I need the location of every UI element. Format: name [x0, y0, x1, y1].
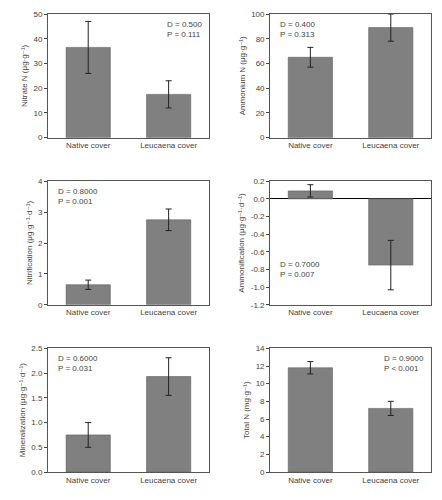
svg-text:20: 20 — [256, 109, 265, 118]
svg-text:30: 30 — [33, 59, 42, 68]
svg-text:40: 40 — [256, 84, 265, 93]
svg-text:D = 0.8000P = 0.001: D = 0.8000P = 0.001 — [58, 187, 98, 206]
svg-text:Leucaena cover: Leucaena cover — [362, 476, 419, 485]
svg-text:-0.4: -0.4 — [251, 230, 265, 239]
svg-text:Leucaena cover: Leucaena cover — [362, 141, 419, 150]
svg-text:D = 0.400P = 0.313: D = 0.400P = 0.313 — [280, 20, 315, 39]
svg-text:0: 0 — [260, 133, 265, 142]
svg-text:100: 100 — [251, 10, 265, 19]
svg-text:0: 0 — [38, 301, 43, 310]
svg-text:2.5: 2.5 — [31, 344, 43, 353]
svg-text:D = 0.6000P = 0.031: D = 0.6000P = 0.031 — [58, 354, 98, 373]
svg-text:10: 10 — [33, 109, 42, 118]
svg-text:Leucaena cover: Leucaena cover — [140, 141, 197, 150]
svg-text:0.5: 0.5 — [31, 443, 43, 452]
svg-text:D = 0.500P = 0.111: D = 0.500P = 0.111 — [167, 20, 202, 39]
svg-text:Ammonium N (μg·g⁻¹): Ammonium N (μg·g⁻¹) — [238, 36, 247, 115]
svg-text:D = 0.7000P = 0.007: D = 0.7000P = 0.007 — [280, 260, 320, 279]
svg-text:0.0: 0.0 — [253, 195, 265, 204]
svg-text:0.0: 0.0 — [31, 468, 43, 477]
svg-text:Nitrification (μg·g⁻¹·d⁻¹): Nitrification (μg·g⁻¹·d⁻¹) — [25, 201, 34, 286]
svg-text:6: 6 — [260, 415, 265, 424]
svg-text:Ammonification (μg·g⁻¹·d⁻¹): Ammonification (μg·g⁻¹·d⁻¹) — [237, 193, 246, 293]
svg-text:Mineralization (μg·g⁻¹·d⁻¹): Mineralization (μg·g⁻¹·d⁻¹) — [18, 363, 27, 457]
svg-text:8: 8 — [260, 397, 265, 406]
svg-text:10: 10 — [256, 379, 265, 388]
svg-text:4: 4 — [38, 177, 43, 186]
svg-text:Leucaena cover: Leucaena cover — [140, 476, 197, 485]
svg-text:-0.2: -0.2 — [251, 212, 265, 221]
svg-text:Native cover: Native cover — [288, 141, 333, 150]
svg-text:2.0: 2.0 — [31, 369, 43, 378]
svg-text:Native cover: Native cover — [288, 476, 333, 485]
svg-text:Native cover: Native cover — [66, 476, 111, 485]
svg-text:20: 20 — [33, 84, 42, 93]
svg-text:Total N (mg·g⁻¹): Total N (mg·g⁻¹) — [242, 381, 251, 439]
svg-text:12: 12 — [256, 362, 265, 371]
svg-text:1.0: 1.0 — [31, 418, 43, 427]
svg-text:Native cover: Native cover — [66, 308, 111, 317]
svg-text:-1.2: -1.2 — [251, 301, 265, 310]
svg-text:0: 0 — [260, 468, 265, 477]
svg-text:Leucaena cover: Leucaena cover — [140, 308, 197, 317]
svg-text:14: 14 — [256, 344, 265, 353]
svg-text:3: 3 — [38, 208, 43, 217]
svg-text:80: 80 — [256, 35, 265, 44]
svg-text:-1.0: -1.0 — [251, 283, 265, 292]
svg-text:1.5: 1.5 — [31, 394, 43, 403]
svg-text:Leucaena cover: Leucaena cover — [362, 308, 419, 317]
svg-text:1: 1 — [38, 270, 43, 279]
svg-text:4: 4 — [260, 432, 265, 441]
svg-text:-0.6: -0.6 — [251, 248, 265, 257]
svg-text:60: 60 — [256, 59, 265, 68]
svg-text:0.2: 0.2 — [253, 177, 265, 186]
svg-text:Native cover: Native cover — [66, 141, 111, 150]
svg-text:Native cover: Native cover — [288, 308, 333, 317]
svg-text:40: 40 — [33, 35, 42, 44]
svg-text:-0.8: -0.8 — [251, 265, 265, 274]
svg-text:Nitrate N (μg·g⁻¹): Nitrate N (μg·g⁻¹) — [20, 44, 29, 107]
svg-text:0: 0 — [38, 133, 43, 142]
svg-text:50: 50 — [33, 10, 42, 19]
svg-text:2: 2 — [260, 450, 265, 459]
svg-text:D = 0.9000P < 0.001: D = 0.9000P < 0.001 — [384, 354, 424, 373]
svg-text:2: 2 — [38, 239, 43, 248]
